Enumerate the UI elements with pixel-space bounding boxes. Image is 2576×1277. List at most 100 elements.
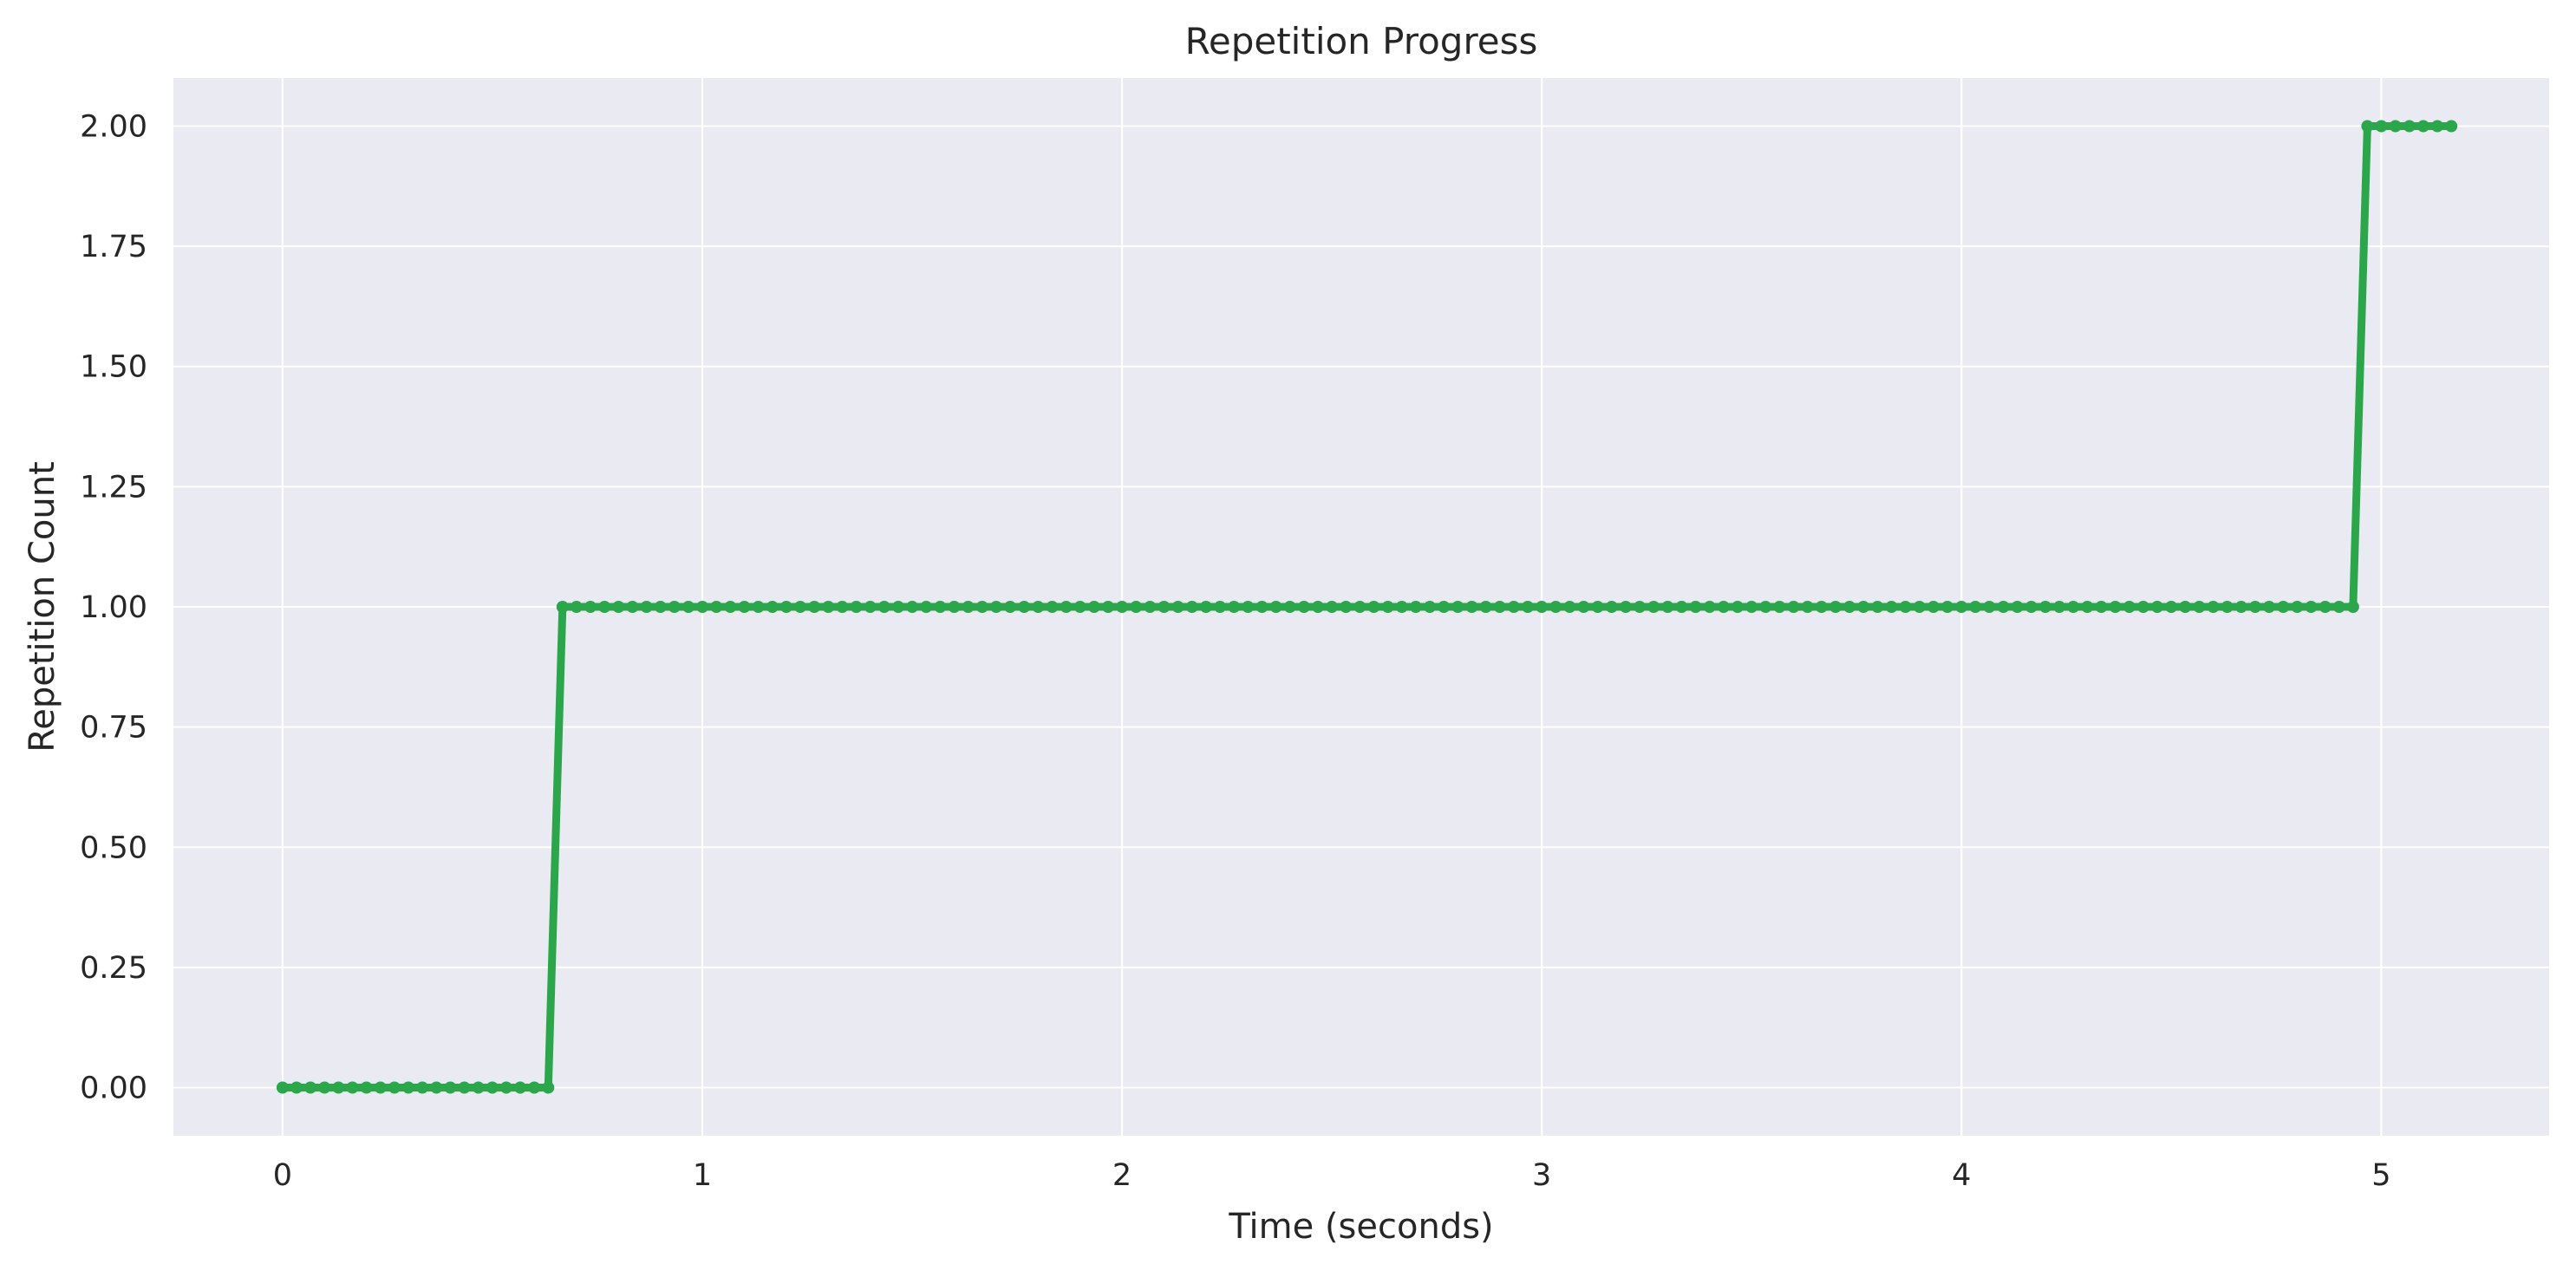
data-point (2249, 601, 2261, 613)
data-point (1046, 601, 1059, 613)
data-point (2291, 601, 2304, 613)
data-point (1605, 601, 1618, 613)
data-point (710, 601, 723, 613)
data-point (1969, 601, 1982, 613)
data-point (2416, 120, 2429, 133)
data-point (2346, 601, 2359, 613)
data-point (1634, 601, 1647, 613)
data-point (766, 601, 779, 613)
data-point (1731, 601, 1744, 613)
data-point (2445, 120, 2458, 133)
data-point (1242, 601, 1255, 613)
data-point (374, 1081, 387, 1094)
data-point (2123, 601, 2136, 613)
data-point (1927, 601, 1940, 613)
chart-title: Repetition Progress (1185, 20, 1538, 62)
data-point (1563, 601, 1576, 613)
data-point (1493, 601, 1506, 613)
data-point (318, 1081, 331, 1094)
data-point (1228, 601, 1241, 613)
data-point (1577, 601, 1590, 613)
data-point (892, 601, 904, 613)
y-tick-label: 0.75 (80, 711, 147, 746)
y-tick-label: 0.00 (80, 1072, 147, 1106)
data-point (1661, 601, 1674, 613)
data-point (1283, 601, 1296, 613)
data-point (1353, 601, 1366, 613)
data-point (2179, 601, 2192, 613)
data-point (360, 1081, 373, 1094)
data-point (2039, 601, 2051, 613)
data-point (696, 601, 709, 613)
data-point (1899, 601, 1912, 613)
data-point (1199, 601, 1212, 613)
data-point (486, 1081, 499, 1094)
data-point (304, 1081, 317, 1094)
data-point (1941, 601, 1953, 613)
data-point (612, 601, 625, 613)
data-point (1843, 601, 1856, 613)
data-point (975, 601, 988, 613)
data-point (1647, 601, 1660, 613)
data-point (1801, 601, 1814, 613)
data-point (290, 1081, 303, 1094)
data-point (1032, 601, 1045, 613)
data-point (1759, 601, 1772, 613)
data-point (1815, 601, 1828, 613)
data-point (850, 601, 863, 613)
data-point (430, 1081, 443, 1094)
data-point (836, 601, 849, 613)
data-point (528, 1081, 541, 1094)
data-point (1507, 601, 1520, 613)
data-point (2011, 601, 2024, 613)
data-point (444, 1081, 457, 1094)
data-point (1479, 601, 1492, 613)
data-point (1073, 601, 1086, 613)
x-tick-label: 3 (1532, 1158, 1551, 1193)
data-point (2403, 120, 2416, 133)
data-point (682, 601, 695, 613)
data-point (1675, 601, 1688, 613)
data-point (570, 601, 583, 613)
data-point (2389, 120, 2402, 133)
x-tick-label: 5 (2371, 1158, 2390, 1193)
data-point (1465, 601, 1478, 613)
data-point (1871, 601, 1884, 613)
data-point (1773, 601, 1786, 613)
data-point (1522, 601, 1534, 613)
data-point (989, 601, 1002, 613)
data-point (2332, 601, 2345, 613)
data-point (388, 1081, 401, 1094)
data-point (1885, 601, 1898, 613)
data-point (598, 601, 611, 613)
x-tick-label: 0 (273, 1158, 292, 1193)
data-point (2263, 601, 2276, 613)
data-point (2095, 601, 2108, 613)
data-point (962, 601, 975, 613)
data-point (1171, 601, 1184, 613)
data-point (542, 1081, 555, 1094)
data-point (654, 601, 667, 613)
y-tick-label: 1.75 (80, 230, 147, 264)
data-point (458, 1081, 471, 1094)
data-point (794, 601, 806, 613)
data-point (1591, 601, 1604, 613)
data-point (1340, 601, 1353, 613)
data-point (1255, 601, 1268, 613)
data-point (2221, 601, 2234, 613)
y-tick-label: 1.50 (80, 350, 147, 385)
data-point (1787, 601, 1800, 613)
data-point (1312, 601, 1324, 613)
data-point (1395, 601, 1408, 613)
data-point (2193, 601, 2206, 613)
data-point (1549, 601, 1562, 613)
x-tick-label: 2 (1112, 1158, 1131, 1193)
data-point (948, 601, 961, 613)
data-point (1857, 601, 1870, 613)
data-point (2165, 601, 2178, 613)
data-point (1367, 601, 1380, 613)
data-point (416, 1081, 429, 1094)
y-tick-label: 0.50 (80, 831, 147, 865)
data-point (1004, 601, 1017, 613)
